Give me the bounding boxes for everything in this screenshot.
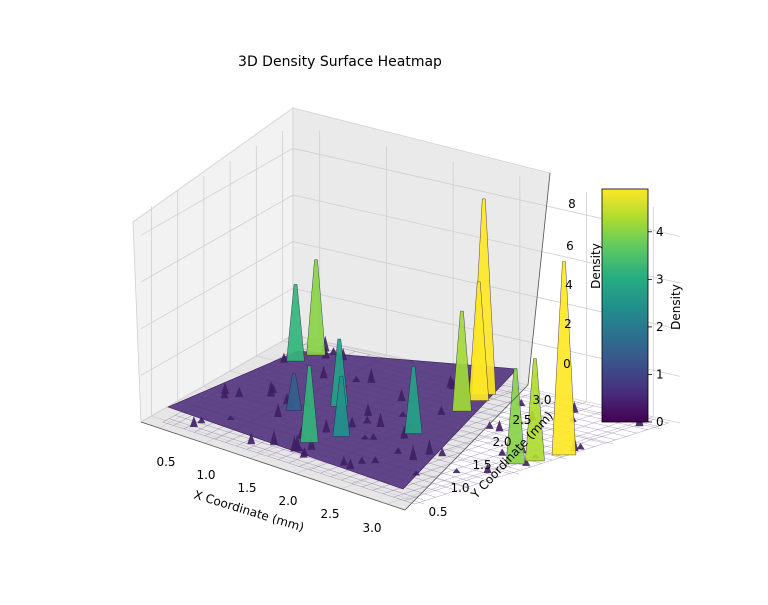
y-tick-label: 1.5 <box>472 458 491 472</box>
z-tick-label: 4 <box>565 278 573 292</box>
density-peaks <box>189 198 644 476</box>
grid-line <box>140 287 681 377</box>
density-peak <box>525 358 545 462</box>
y-tick-label: 3.0 <box>532 393 551 407</box>
density-bump <box>221 382 230 395</box>
z-tick-label: 2 <box>564 317 572 331</box>
density-bump <box>495 420 504 432</box>
y-axis-line <box>404 384 529 511</box>
x-tick-label: 2.5 <box>320 507 339 521</box>
density-bump <box>268 383 277 393</box>
z-axis-line <box>527 172 551 386</box>
x-tick-label: 0.5 <box>156 455 175 469</box>
density-bump <box>367 368 376 383</box>
density-peak <box>452 310 472 412</box>
y-tick-label: 2.5 <box>512 413 531 427</box>
density-bump <box>400 425 409 439</box>
density-bump <box>376 412 385 428</box>
chart-title: 3D Density Surface Heatmap <box>238 54 442 70</box>
density-bump <box>307 435 316 450</box>
x-axis-line <box>140 421 406 511</box>
density-bump <box>398 410 407 417</box>
density-bump <box>498 448 507 456</box>
x-tick-label: 1.0 <box>196 468 215 482</box>
grid-line <box>140 147 681 237</box>
colorbar-tick-label: 3 <box>656 272 664 286</box>
density-bump <box>352 375 361 383</box>
x-tick-label: 3.0 <box>362 521 381 535</box>
density-bump <box>363 415 372 424</box>
density-bump <box>452 468 461 474</box>
density-bump <box>369 433 378 440</box>
density-bump <box>348 416 357 428</box>
colorbar-label: Density <box>669 284 683 330</box>
grid-line <box>140 194 681 284</box>
density-bump <box>371 456 380 464</box>
density-bump <box>360 434 369 440</box>
density-bump <box>394 447 403 454</box>
density-bump <box>339 456 348 466</box>
density-bump <box>412 470 421 476</box>
density-bump <box>346 458 355 469</box>
density-bump <box>446 374 455 388</box>
z-tick-label: 0 <box>563 357 571 371</box>
colorbar-tick-label: 0 <box>656 415 664 429</box>
x-tick-label: 1.5 <box>237 481 256 495</box>
x-tick-label: 2.0 <box>278 494 297 508</box>
z-tick-label: 6 <box>566 239 574 253</box>
density-peak <box>551 261 577 456</box>
density-bump <box>279 352 288 363</box>
colorbar-tick-label: 4 <box>656 225 664 239</box>
density-bump <box>425 439 434 455</box>
density-bump <box>235 386 244 397</box>
colorbar <box>601 188 649 423</box>
z-tick-label: 8 <box>568 197 576 211</box>
density-peak <box>285 373 303 411</box>
density-peak <box>306 259 326 356</box>
y-tick-label: 1.0 <box>450 481 469 495</box>
density-bump <box>290 435 299 452</box>
density-bump <box>247 432 256 445</box>
z-axis-label: Density <box>589 243 603 289</box>
grid-line <box>140 241 681 331</box>
grid-line <box>151 415 425 505</box>
y-tick-label: 2.0 <box>492 435 511 449</box>
mesh-line <box>414 422 669 505</box>
density-bump <box>483 463 492 474</box>
density-bump <box>409 444 418 461</box>
y-tick-label: 0.5 <box>428 505 447 519</box>
density-bump <box>357 456 366 464</box>
density-bump <box>189 416 198 427</box>
density-bump <box>329 347 338 355</box>
density-bump <box>274 403 283 418</box>
density-bump <box>364 403 373 416</box>
density-bump <box>485 421 494 429</box>
density-peak <box>286 284 305 362</box>
density-bump <box>269 429 278 445</box>
density-bump <box>397 388 406 402</box>
density-bump <box>322 418 331 433</box>
density-bump <box>300 447 309 457</box>
density-bump <box>321 346 330 359</box>
density-peak <box>505 368 526 465</box>
density-bump <box>438 447 447 457</box>
density-peak <box>300 365 319 443</box>
colorbar-ticks: 0 1 2 3 4 <box>648 225 664 429</box>
density-peak <box>468 281 489 401</box>
density-bump <box>197 416 206 424</box>
density-peak <box>404 366 423 434</box>
colorbar-tick-label: 2 <box>656 320 664 334</box>
density-bump <box>576 442 585 450</box>
density-bump <box>226 415 235 420</box>
density-bump <box>437 405 446 415</box>
density-bump <box>319 365 328 379</box>
density-peak <box>332 375 351 437</box>
colorbar-tick-label: 1 <box>656 367 664 381</box>
